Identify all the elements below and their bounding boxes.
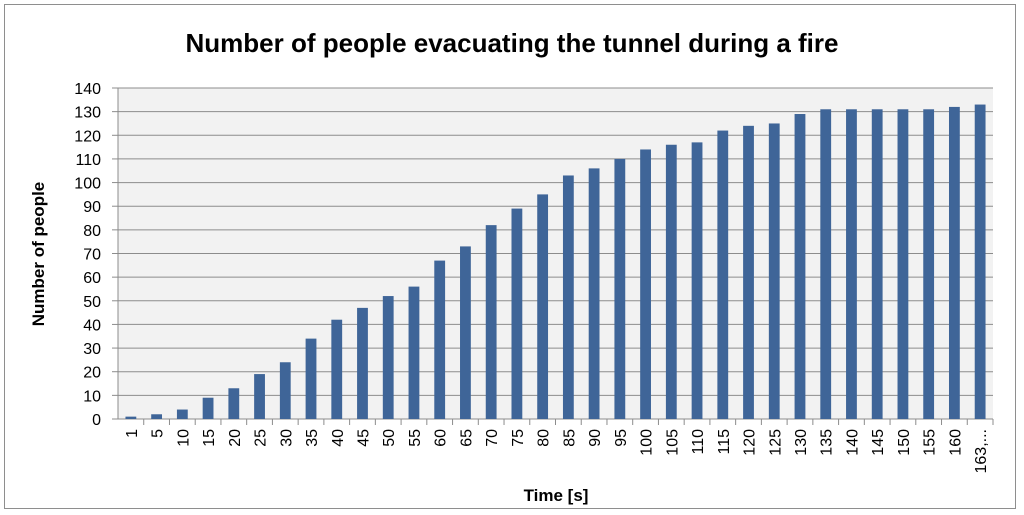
x-tick-label: 110 — [690, 429, 707, 455]
x-tick-label: 160 — [947, 429, 964, 456]
x-tick-label: 35 — [304, 429, 321, 447]
x-tick-label: 130 — [793, 429, 810, 456]
bar — [305, 338, 317, 419]
bar — [948, 106, 960, 420]
y-tick-label: 80 — [83, 223, 101, 240]
bar — [537, 194, 549, 419]
y-tick-label: 100 — [74, 176, 101, 193]
x-tick-label: 80 — [536, 429, 553, 447]
y-tick-label: 60 — [83, 270, 101, 287]
bar — [897, 109, 909, 420]
x-tick-label: 40 — [330, 429, 347, 447]
x-tick-label: 85 — [561, 429, 578, 447]
bar — [717, 130, 729, 420]
x-tick-label: 145 — [870, 429, 887, 456]
bar — [614, 158, 626, 419]
x-tick-label: 115 — [716, 429, 733, 455]
chart-title: Number of people evacuating the tunnel d… — [186, 28, 839, 58]
bar — [691, 142, 703, 419]
x-tick-label: 135 — [819, 429, 836, 456]
x-tick-label: 120 — [742, 429, 759, 456]
bar — [511, 208, 523, 419]
bar — [588, 168, 600, 419]
y-tick-label: 110 — [75, 152, 101, 169]
x-tick-label: 50 — [381, 429, 398, 447]
y-tick-label: 90 — [83, 199, 101, 216]
bar — [125, 416, 137, 419]
x-tick-label: 25 — [253, 429, 270, 447]
bar — [460, 246, 471, 419]
y-tick-label: 40 — [83, 317, 101, 334]
bar — [254, 374, 265, 419]
x-tick-label: 10 — [175, 429, 192, 447]
bar — [820, 109, 832, 420]
bar — [151, 414, 163, 419]
x-tick-label: 75 — [510, 429, 527, 447]
bar — [357, 307, 368, 419]
x-tick-label: 20 — [227, 429, 244, 447]
y-tick-label: 0 — [92, 412, 101, 429]
y-axis-title: Number of people — [29, 182, 48, 327]
bar — [228, 388, 240, 419]
x-tick-label: 1 — [124, 429, 141, 438]
y-tick-label: 20 — [83, 365, 101, 382]
bar — [331, 319, 343, 419]
bar — [562, 175, 574, 419]
bar — [279, 362, 291, 419]
x-tick-label: 95 — [613, 429, 630, 447]
bar — [485, 225, 497, 419]
x-tick-label: 163,... — [973, 429, 990, 473]
y-tick-label: 30 — [83, 341, 101, 358]
bar — [408, 286, 420, 419]
x-tick-label: 65 — [458, 429, 475, 447]
bar — [665, 144, 677, 419]
bar — [202, 397, 214, 419]
y-tick-label: 130 — [74, 105, 101, 122]
x-tick-label: 55 — [407, 429, 424, 447]
bar — [434, 260, 446, 419]
bar — [871, 109, 883, 420]
bar — [794, 114, 806, 419]
bar — [923, 109, 935, 420]
x-tick-label: 30 — [278, 429, 295, 447]
bar — [846, 109, 857, 420]
y-tick-label: 140 — [74, 81, 101, 98]
y-tick-label: 10 — [83, 388, 101, 405]
bar — [640, 149, 651, 419]
x-axis-title: Time [s] — [524, 486, 589, 505]
x-tick-label: 150 — [896, 429, 913, 456]
x-tick-label: 155 — [922, 429, 939, 456]
y-tick-label: 120 — [74, 128, 101, 145]
x-tick-label: 100 — [639, 429, 656, 456]
x-tick-label: 70 — [484, 429, 501, 447]
x-tick-label: 90 — [587, 429, 604, 447]
x-tick-label: 125 — [767, 429, 784, 456]
bar — [768, 123, 780, 419]
bar — [382, 296, 394, 419]
y-tick-label: 70 — [83, 247, 101, 264]
x-tick-label: 45 — [355, 429, 372, 447]
x-tick-label: 5 — [150, 429, 167, 438]
x-tick-label: 60 — [433, 429, 450, 447]
bar — [974, 104, 986, 420]
x-tick-label: 15 — [201, 429, 218, 447]
x-tick-label: 140 — [844, 429, 861, 456]
bar — [176, 409, 188, 419]
bar — [743, 125, 754, 419]
y-tick-label: 50 — [83, 294, 101, 311]
x-tick-label: 105 — [664, 429, 681, 456]
